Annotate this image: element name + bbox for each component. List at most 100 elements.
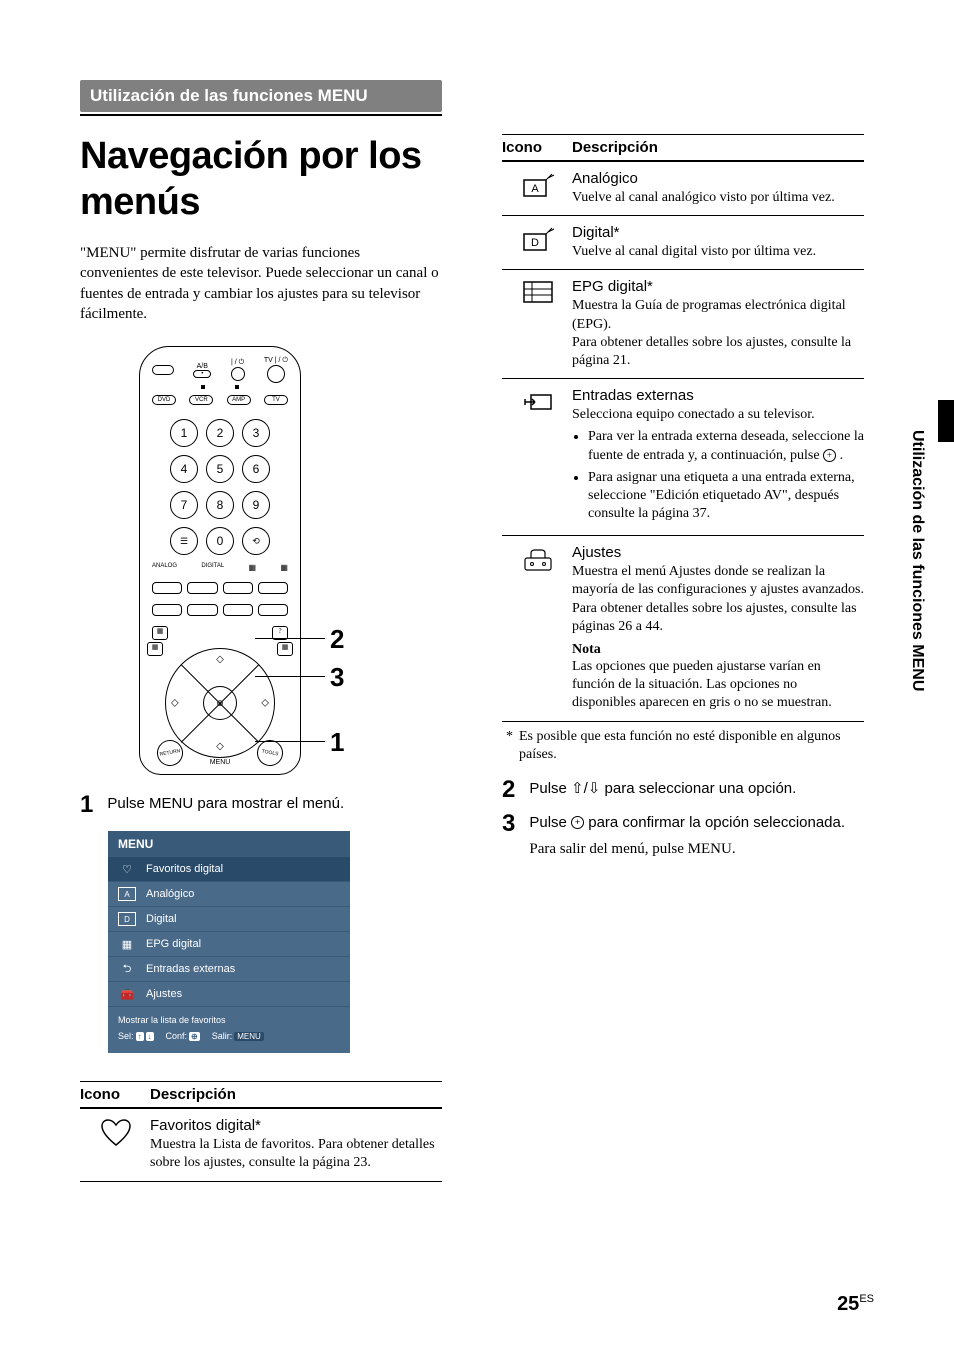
remote-tv-button: TV: [264, 395, 288, 405]
content-columns: Navegación por los menús "MENU" permite …: [80, 134, 874, 1182]
menu-screenshot-title: MENU: [108, 831, 350, 857]
step-2-text: Pulse ⇧/⇩ para seleccionar una opción.: [529, 778, 864, 799]
list-item: Para ver la entrada externa deseada, sel…: [588, 428, 864, 464]
remote-color-row-2: [152, 604, 288, 616]
row-title: Digital*: [572, 224, 864, 241]
menu-item-label: Analógico: [146, 888, 194, 900]
row-title: Ajustes: [572, 544, 864, 561]
menu-item-epg: ▦ EPG digital: [108, 932, 350, 957]
right-icon-table: Icono Descripción A Analógico Vuelve al …: [502, 134, 864, 722]
menu-item-favoritos: ♡ Favoritos digital: [108, 857, 350, 882]
remote-num-0: 0: [206, 527, 234, 555]
menu-item-ajustes: 🧰 Ajustes: [108, 982, 350, 1007]
menu-screenshot: MENU ♡ Favoritos digital A Analógico D D…: [108, 831, 350, 1053]
row-body: Muestra el menú Ajustes donde se realiza…: [572, 563, 864, 636]
remote-menu-label: MENU: [208, 759, 233, 766]
remote-vcr-button: VCR: [189, 395, 213, 405]
svg-text:A: A: [531, 183, 539, 195]
edge-tab-marker: [938, 400, 954, 442]
toolbox-icon: [502, 544, 572, 574]
row-body: Selecciona equipo conectado a su televis…: [572, 406, 864, 523]
row-title: Favoritos digital*: [150, 1117, 442, 1134]
remote-num-jump: ⟲: [242, 527, 270, 555]
remote-sq-tr: ▦: [277, 642, 293, 656]
step-1: 1 Pulse MENU para mostrar el menú.: [80, 793, 442, 817]
row-body: Muestra la Lista de favoritos. Para obte…: [150, 1136, 442, 1172]
remote-callout-1: 1: [330, 727, 344, 758]
table-row: EPG digital* Muestra la Guía de programa…: [502, 270, 864, 379]
menu-item-label: Entradas externas: [146, 963, 235, 975]
svg-text:D: D: [531, 237, 539, 249]
remote-num-9: 9: [242, 491, 270, 519]
intro-text: "MENU" permite disfrutar de varias funci…: [80, 243, 442, 324]
remote-power1-label: | / ⏻: [231, 359, 244, 367]
remote-amp-button: AMP: [227, 395, 251, 405]
remote-dpad-center: ⊕: [203, 686, 237, 720]
step-3-text: Pulse + para confirmar la opción selecci…: [529, 812, 864, 833]
step-2-number: 2: [502, 778, 515, 802]
remote-dvd-button: DVD: [152, 395, 176, 405]
left-column: Navegación por los menús "MENU" permite …: [80, 134, 442, 1182]
menu-item-label: Ajustes: [146, 988, 182, 1000]
table-header: Icono Descripción: [502, 134, 864, 162]
menu-screenshot-hints: Sel:↑↓ Conf:⊕ Salir:MENU: [108, 1029, 350, 1043]
epg-grid-icon: [502, 278, 572, 304]
digital-box-icon: D: [502, 224, 572, 254]
menu-item-label: Favoritos digital: [146, 863, 223, 875]
remote-num-8: 8: [206, 491, 234, 519]
left-icon-table: Icono Descripción Favoritos digital* Mue…: [80, 1081, 442, 1181]
row-body: Vuelve al canal digital visto por última…: [572, 243, 864, 261]
remote-num-5: 5: [206, 455, 234, 483]
right-column: Icono Descripción A Analógico Vuelve al …: [502, 134, 864, 1182]
remote-num-4: 4: [170, 455, 198, 483]
remote-ab-label: A/B: [197, 363, 208, 370]
remote-callout-2: 2: [330, 624, 344, 655]
th-desc: Descripción: [572, 139, 864, 156]
page-number: 25ES: [837, 1293, 874, 1316]
row-title: Analógico: [572, 170, 864, 187]
heart-outline-icon: [80, 1117, 150, 1147]
table-row: A Analógico Vuelve al canal analógico vi…: [502, 162, 864, 216]
remote-ab-button: •: [193, 370, 211, 378]
menu-item-label: Digital: [146, 913, 177, 925]
remote-num-6: 6: [242, 455, 270, 483]
remote-callout-3: 3: [330, 662, 344, 693]
step-3: 3 Pulse + para confirmar la opción selec…: [502, 812, 864, 859]
row-title: EPG digital*: [572, 278, 864, 295]
remote-sq-left: ▦: [152, 626, 168, 640]
table-row: D Digital* Vuelve al canal digital visto…: [502, 216, 864, 270]
remote-power2-label: TV | / ⏻: [264, 357, 288, 365]
heart-icon: ♡: [118, 862, 136, 876]
remote-analog-label: ANALOG: [152, 563, 177, 572]
menu-item-label: EPG digital: [146, 938, 201, 950]
inputs-icon: ⮌: [118, 962, 136, 976]
row-body: Vuelve al canal analógico visto por últi…: [572, 189, 864, 207]
settings-icon: 🧰: [118, 987, 136, 1001]
section-underline: [80, 114, 442, 116]
step-3-subtext: Para salir del menú, pulse MENU.: [529, 839, 864, 859]
remote-color-row-1: [152, 582, 288, 594]
row-title: Entradas externas: [572, 387, 864, 404]
step-1-text: Pulse MENU para mostrar el menú.: [107, 793, 442, 814]
remote-power2-button: [267, 365, 285, 383]
th-icon: Icono: [80, 1086, 150, 1103]
step-3-number: 3: [502, 812, 515, 836]
remote-num-3: 3: [242, 419, 270, 447]
section-bar: Utilización de las funciones MENU: [80, 80, 442, 112]
remote-tools-button: TOOLS: [255, 738, 285, 768]
remote-digital-label: DIGITAL: [201, 563, 224, 572]
table-row: Ajustes Muestra el menú Ajustes donde se…: [502, 536, 864, 721]
menu-item-analogico: A Analógico: [108, 882, 350, 907]
list-item: Para asignar una etiqueta a una entrada …: [588, 469, 864, 524]
remote-num-1: 1: [170, 419, 198, 447]
remote-num-info: ☰: [170, 527, 198, 555]
nota-label: Nota: [572, 642, 864, 658]
remote-num-2: 2: [206, 419, 234, 447]
step-2: 2 Pulse ⇧/⇩ para seleccionar una opción.: [502, 778, 864, 802]
menu-item-digital: D Digital: [108, 907, 350, 932]
external-inputs-icon: [502, 387, 572, 415]
side-tab-label: Utilización de las funciones MENU: [908, 430, 926, 691]
table-header: Icono Descripción: [80, 1081, 442, 1109]
remote-sq-tl: ▦: [147, 642, 163, 656]
nota-body: Las opciones que pueden ajustarse varían…: [572, 658, 864, 713]
